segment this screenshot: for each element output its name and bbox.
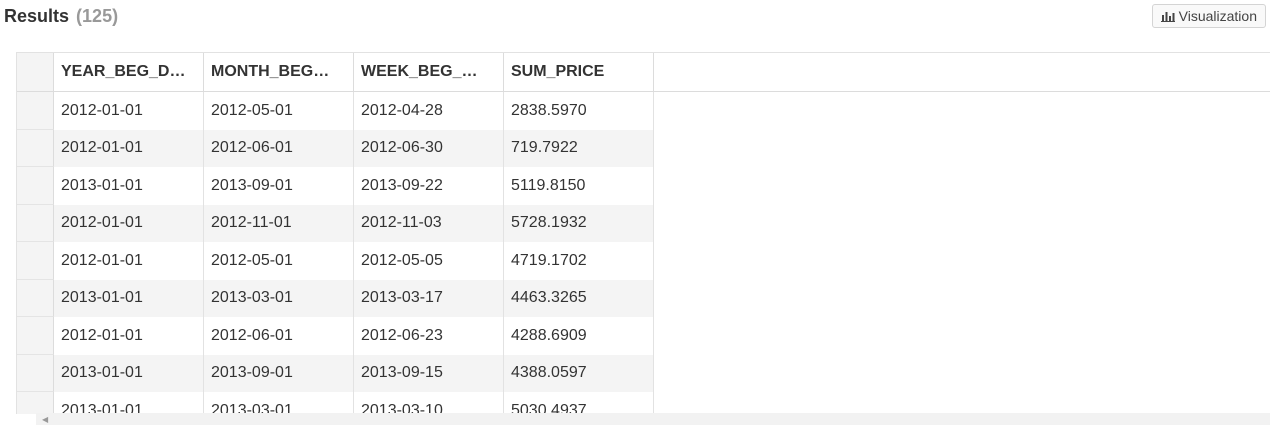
table-cell[interactable]: 2013-09-01 bbox=[204, 167, 354, 205]
results-grid: YEAR_BEG_D… MONTH_BEG… WEEK_BEG_… SUM_PR… bbox=[16, 52, 1270, 414]
column-header-label: MONTH_BEG… bbox=[211, 63, 330, 80]
table-cell[interactable]: 2013-01-01 bbox=[54, 167, 204, 205]
table-cell[interactable]: 2012-01-01 bbox=[54, 242, 204, 280]
table-row[interactable]: 2012-01-01 2012-05-01 2012-05-05 4719.1702 bbox=[17, 242, 1270, 280]
grid-body: 2012-01-01 2012-05-01 2012-04-28 2838.5970 2… bbox=[17, 92, 1270, 414]
row-selector[interactable] bbox=[17, 129, 54, 167]
table-row[interactable]: 2012-01-01 2012-06-01 2012-06-23 4288.6909 bbox=[17, 317, 1270, 355]
table-cell[interactable]: 2013-01-01 bbox=[54, 392, 204, 414]
column-header-label: YEAR_BEG_D… bbox=[61, 63, 186, 80]
table-cell[interactable]: 2013-03-01 bbox=[204, 279, 354, 317]
column-header-month-beg[interactable]: MONTH_BEG… bbox=[204, 53, 354, 91]
table-cell[interactable]: 2012-11-01 bbox=[204, 204, 354, 242]
table-cell[interactable]: 719.7922 bbox=[504, 129, 654, 167]
table-cell[interactable]: 2013-03-10 bbox=[354, 392, 504, 414]
table-cell[interactable]: 2013-03-01 bbox=[204, 392, 354, 414]
table-cell[interactable]: 5728.1932 bbox=[504, 204, 654, 242]
table-cell[interactable]: 2012-01-01 bbox=[54, 317, 204, 355]
table-cell[interactable]: 2012-04-28 bbox=[354, 92, 504, 130]
column-header-year-beg[interactable]: YEAR_BEG_D… bbox=[54, 53, 204, 91]
table-cell[interactable]: 2012-06-23 bbox=[354, 317, 504, 355]
table-row[interactable]: 2012-01-01 2012-11-01 2012-11-03 5728.1932 bbox=[17, 204, 1270, 242]
row-selector[interactable] bbox=[17, 204, 54, 242]
results-title: Results (125) bbox=[4, 6, 118, 27]
results-title-label: Results bbox=[4, 6, 70, 26]
table-cell[interactable]: 2013-01-01 bbox=[54, 354, 204, 392]
table-cell[interactable]: 2012-06-01 bbox=[204, 317, 354, 355]
table-cell[interactable]: 2012-11-03 bbox=[354, 204, 504, 242]
table-cell[interactable]: 2012-06-01 bbox=[204, 129, 354, 167]
table-cell[interactable]: 5119.8150 bbox=[504, 167, 654, 205]
table-cell[interactable]: 2012-05-01 bbox=[204, 242, 354, 280]
horizontal-scrollbar[interactable]: ◀ bbox=[36, 413, 1270, 425]
bar-chart-icon bbox=[1160, 10, 1175, 22]
table-row[interactable]: 2013-01-01 2013-03-01 2013-03-17 4463.3265 bbox=[17, 279, 1270, 317]
table-cell[interactable]: 4719.1702 bbox=[504, 242, 654, 280]
table-cell[interactable]: 4388.0597 bbox=[504, 354, 654, 392]
table-cell[interactable]: 2012-05-01 bbox=[204, 92, 354, 130]
row-selector[interactable] bbox=[17, 242, 54, 280]
table-cell[interactable]: 2013-01-01 bbox=[54, 279, 204, 317]
table-row[interactable]: 2013-01-01 2013-09-01 2013-09-15 4388.0597 bbox=[17, 354, 1270, 392]
scroll-left-arrow-icon[interactable]: ◀ bbox=[42, 415, 49, 424]
table-row[interactable]: 2012-01-01 2012-06-01 2012-06-30 719.7922 bbox=[17, 129, 1270, 167]
column-header-label: SUM_PRICE bbox=[511, 63, 605, 80]
table-row[interactable]: 2013-01-01 2013-03-01 2013-03-10 5030.4937 bbox=[17, 392, 1270, 414]
table-cell[interactable]: 2012-06-30 bbox=[354, 129, 504, 167]
row-selector[interactable] bbox=[17, 92, 54, 130]
table-cell[interactable]: 2012-01-01 bbox=[54, 92, 204, 130]
table-cell[interactable]: 2838.5970 bbox=[504, 92, 654, 130]
row-selector[interactable] bbox=[17, 317, 54, 355]
table-cell[interactable]: 4463.3265 bbox=[504, 279, 654, 317]
visualization-button[interactable]: Visualization bbox=[1151, 4, 1266, 28]
table-cell[interactable]: 2012-05-05 bbox=[354, 242, 504, 280]
visualization-button-label: Visualization bbox=[1178, 8, 1257, 24]
table-row[interactable]: 2013-01-01 2013-09-01 2013-09-22 5119.8150 bbox=[17, 167, 1270, 205]
table-cell[interactable]: 4288.6909 bbox=[504, 317, 654, 355]
row-selector[interactable] bbox=[17, 279, 54, 317]
column-header-label: WEEK_BEG_… bbox=[361, 63, 478, 80]
table-row[interactable]: 2012-01-01 2012-05-01 2012-04-28 2838.5970 bbox=[17, 92, 1270, 130]
table-cell[interactable]: 2013-09-15 bbox=[354, 354, 504, 392]
table-cell[interactable]: 2013-09-01 bbox=[204, 354, 354, 392]
row-selector[interactable] bbox=[17, 392, 54, 414]
table-cell[interactable]: 2012-01-01 bbox=[54, 129, 204, 167]
table-cell[interactable]: 2013-03-17 bbox=[354, 279, 504, 317]
column-header-sum-price[interactable]: SUM_PRICE bbox=[504, 53, 654, 91]
row-selector[interactable] bbox=[17, 354, 54, 392]
column-header-week-beg[interactable]: WEEK_BEG_… bbox=[354, 53, 504, 91]
row-selector-header[interactable] bbox=[17, 53, 54, 91]
table-cell[interactable]: 2012-01-01 bbox=[54, 204, 204, 242]
table-cell[interactable]: 5030.4937 bbox=[504, 392, 654, 414]
results-count: (125) bbox=[76, 6, 119, 26]
table-cell[interactable]: 2013-09-22 bbox=[354, 167, 504, 205]
row-selector[interactable] bbox=[17, 167, 54, 205]
grid-header-row: YEAR_BEG_D… MONTH_BEG… WEEK_BEG_… SUM_PR… bbox=[17, 53, 1270, 92]
